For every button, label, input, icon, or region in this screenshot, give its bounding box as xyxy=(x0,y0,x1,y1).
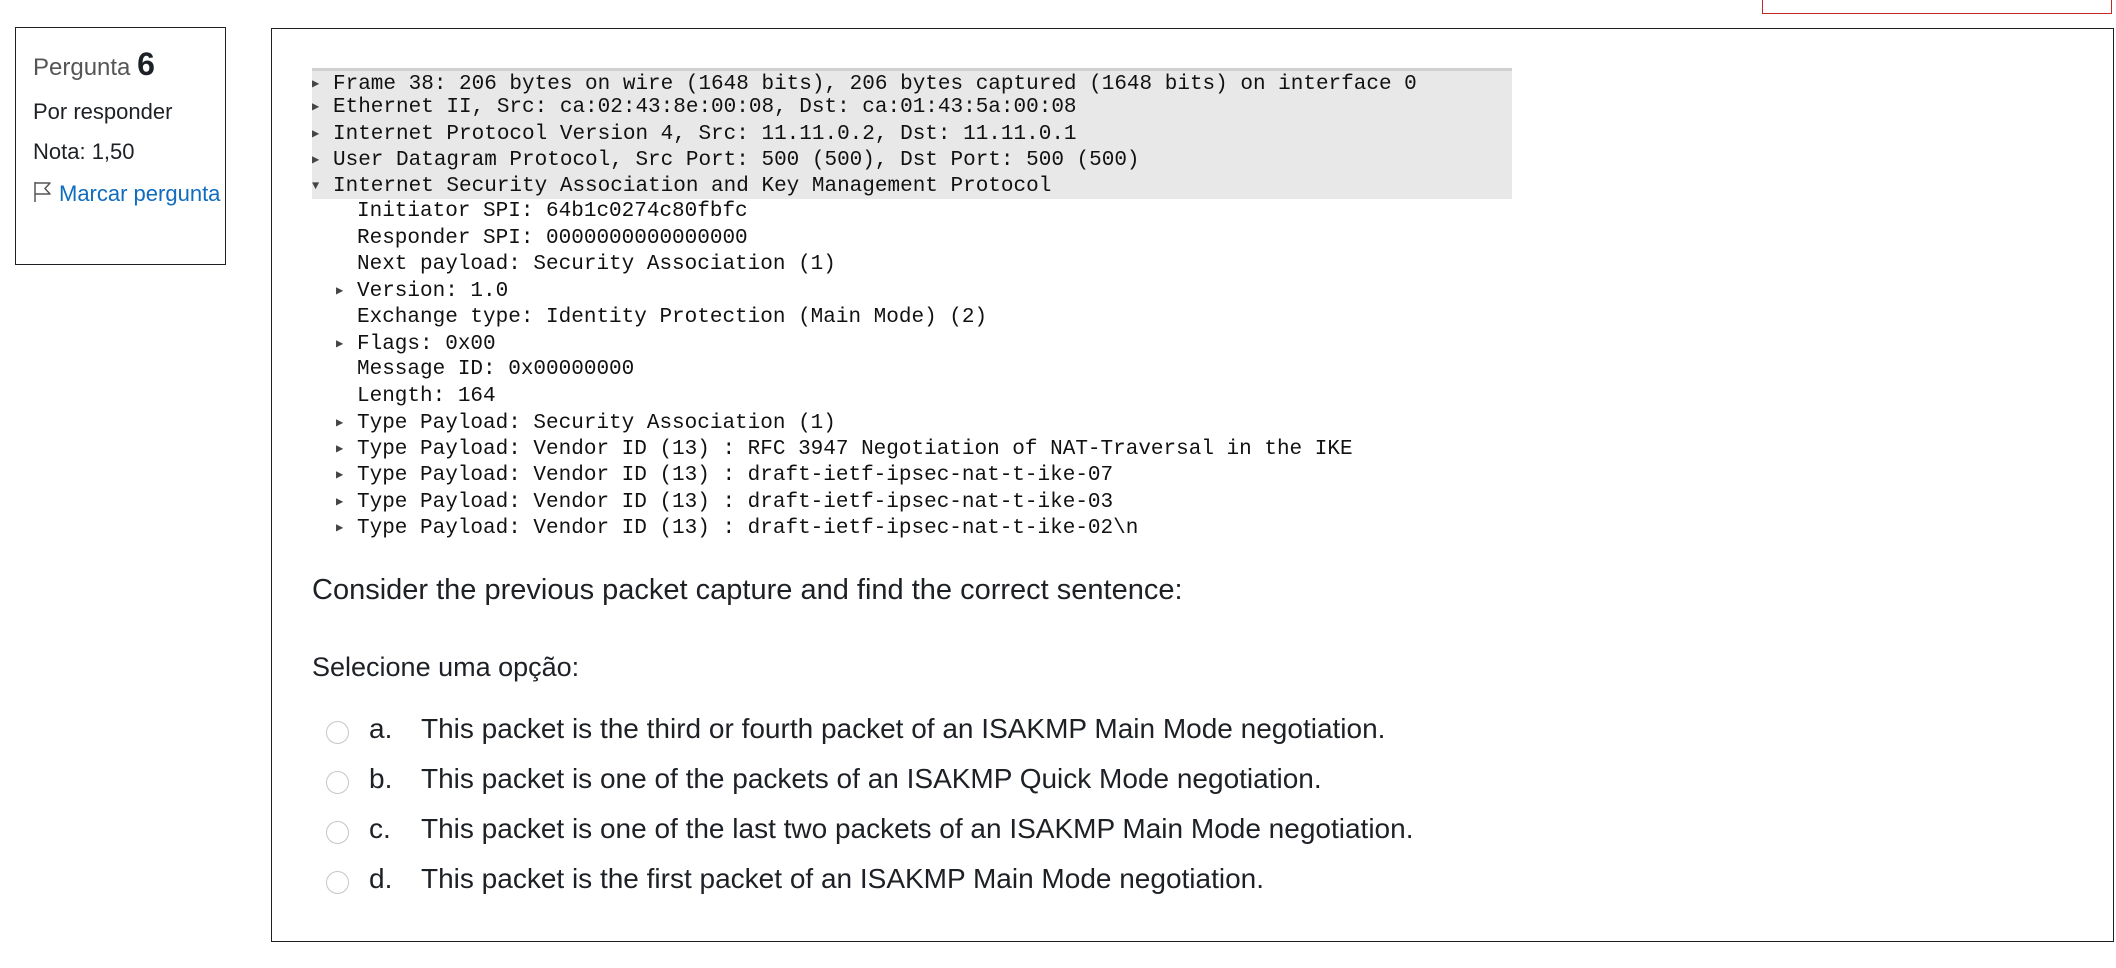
collapsed-triangle-icon[interactable]: ▶ xyxy=(312,152,320,167)
collapsed-triangle-icon[interactable]: ▶ xyxy=(312,77,320,91)
capture-line-text: Message ID: 0x00000000 xyxy=(357,358,635,382)
capture-line[interactable]: ▶ Ethernet II, Src: ca:02:43:8e:00:08, Ds… xyxy=(312,94,1512,121)
capture-line-text: Type Payload: Security Association (1) xyxy=(357,411,836,435)
answer-letter: a. xyxy=(369,713,393,744)
question-heading: Pergunta 6 xyxy=(33,46,225,86)
collapsed-triangle-icon[interactable]: ▶ xyxy=(336,284,344,299)
collapsed-triangle-icon[interactable]: ▶ xyxy=(336,415,344,430)
capture-line-text: Responder SPI: 0000000000000000 xyxy=(357,226,748,250)
select-option-label: Selecione uma opção: xyxy=(312,652,580,682)
capture-line-text: Type Payload: Vendor ID (13) : RFC 3947 … xyxy=(357,438,1353,462)
capture-line-text: Frame 38: 206 bytes on wire (1648 bits),… xyxy=(333,73,1417,96)
packet-capture-panel: ▶ Frame 38: 206 bytes on wire (1648 bits)… xyxy=(312,68,1512,541)
capture-line: Next payload: Security Association (1) xyxy=(312,252,1512,278)
capture-line: Responder SPI: 0000000000000000 xyxy=(312,226,1512,252)
capture-line[interactable]: ▶ Internet Protocol Version 4, Src: 11.11… xyxy=(312,120,1512,147)
answer-options: a. This packet is the third or fourth pac… xyxy=(326,704,1413,904)
capture-line[interactable]: ▶ Type Payload: Vendor ID (13) : draft-ie… xyxy=(312,515,1512,541)
collapsed-triangle-icon[interactable]: ▶ xyxy=(336,336,344,351)
expanded-triangle-icon[interactable]: ▼ xyxy=(312,179,320,194)
capture-line: Initiator SPI: 64b1c0274c80fbfc xyxy=(312,199,1512,225)
capture-line-text: Internet Protocol Version 4, Src: 11.11.… xyxy=(333,122,1077,146)
capture-line: Exchange type: Identity Protection (Main… xyxy=(312,305,1512,331)
answer-text: This packet is one of the last two packe… xyxy=(421,813,1414,844)
capture-line-text: Length: 164 xyxy=(357,384,496,408)
capture-line[interactable]: ▼ Internet Security Association and Key M… xyxy=(312,173,1512,200)
radio-button[interactable] xyxy=(326,820,349,844)
question-label: Pergunta xyxy=(33,54,131,81)
radio-button[interactable] xyxy=(326,720,349,744)
question-grade: Nota: 1,50 xyxy=(33,139,135,164)
capture-line[interactable]: ▶ User Datagram Protocol, Src Port: 500 (… xyxy=(312,146,1512,174)
question-status: Por responder xyxy=(33,99,173,124)
collapsed-triangle-icon[interactable]: ▶ xyxy=(336,494,344,509)
capture-line[interactable]: ▶ Type Payload: Security Association (1) xyxy=(312,410,1512,436)
answer-text: This packet is one of the packets of an … xyxy=(421,763,1322,794)
capture-line-text: Type Payload: Vendor ID (13) : draft-iet… xyxy=(357,517,1139,541)
answer-option-c[interactable]: c. This packet is one of the last two pac… xyxy=(326,804,1413,854)
capture-line[interactable]: ▶ Type Payload: Vendor ID (13) : draft-ie… xyxy=(312,462,1512,488)
capture-line-text: Next payload: Security Association (1) xyxy=(357,253,836,277)
capture-line[interactable]: ▶ Frame 38: 206 bytes on wire (1648 bits)… xyxy=(312,68,1512,96)
answer-letter: c. xyxy=(369,813,391,844)
answer-text: This packet is the first packet of an IS… xyxy=(421,863,1265,894)
radio-button[interactable] xyxy=(326,870,349,894)
capture-line-text: Type Payload: Vendor ID (13) : draft-iet… xyxy=(357,490,1114,514)
question-info-block: Pergunta 6 Por responder Nota: 1,50 Marc… xyxy=(15,27,226,265)
answer-letter: d. xyxy=(369,863,393,894)
flag-outline-icon xyxy=(34,182,51,202)
capture-line: Message ID: 0x00000000 xyxy=(312,357,1512,383)
answer-text: This packet is the third or fourth packe… xyxy=(421,713,1386,744)
capture-line[interactable]: ▶ Type Payload: Vendor ID (13) : draft-ie… xyxy=(312,489,1512,515)
capture-line-text: Exchange type: Identity Protection (Main… xyxy=(357,305,988,329)
capture-line: Length: 164 xyxy=(312,384,1512,410)
question-prompt: Consider the previous packet capture and… xyxy=(312,574,1183,606)
answer-option-d[interactable]: d. This packet is the first packet of an … xyxy=(326,854,1413,904)
capture-line-text: Flags: 0x00 xyxy=(357,332,496,356)
answer-option-b[interactable]: b. This packet is one of the packets of a… xyxy=(326,754,1413,804)
flag-question-link[interactable]: Marcar pergunta xyxy=(33,180,225,208)
capture-line-text: Internet Security Association and Key Ma… xyxy=(333,175,1052,199)
capture-line-text: Type Payload: Vendor ID (13) : draft-iet… xyxy=(357,464,1114,488)
collapsed-triangle-icon[interactable]: ▶ xyxy=(336,468,344,483)
radio-button[interactable] xyxy=(326,770,349,794)
capture-line-text: Ethernet II, Src: ca:02:43:8e:00:08, Dst… xyxy=(333,96,1077,120)
capture-line-text: Initiator SPI: 64b1c0274c80fbfc xyxy=(357,200,748,224)
question-number: 6 xyxy=(137,46,155,82)
answer-option-a[interactable]: a. This packet is the third or fourth pac… xyxy=(326,704,1413,754)
collapsed-triangle-icon[interactable]: ▶ xyxy=(312,100,320,115)
capture-line-text: User Datagram Protocol, Src Port: 500 (5… xyxy=(333,148,1140,172)
capture-line[interactable]: ▶ Flags: 0x00 xyxy=(312,331,1512,357)
capture-line[interactable]: ▶ Type Payload: Vendor ID (13) : RFC 3947… xyxy=(312,436,1512,462)
answer-letter: b. xyxy=(369,763,393,794)
capture-line[interactable]: ▶ Version: 1.0 xyxy=(312,278,1512,304)
collapsed-triangle-icon[interactable]: ▶ xyxy=(336,521,344,536)
collapsed-triangle-icon[interactable]: ▶ xyxy=(312,126,320,141)
top-right-box xyxy=(1762,0,2112,14)
flag-question-label: Marcar pergunta xyxy=(59,181,221,206)
collapsed-triangle-icon[interactable]: ▶ xyxy=(336,442,344,457)
capture-line-text: Version: 1.0 xyxy=(357,280,509,304)
